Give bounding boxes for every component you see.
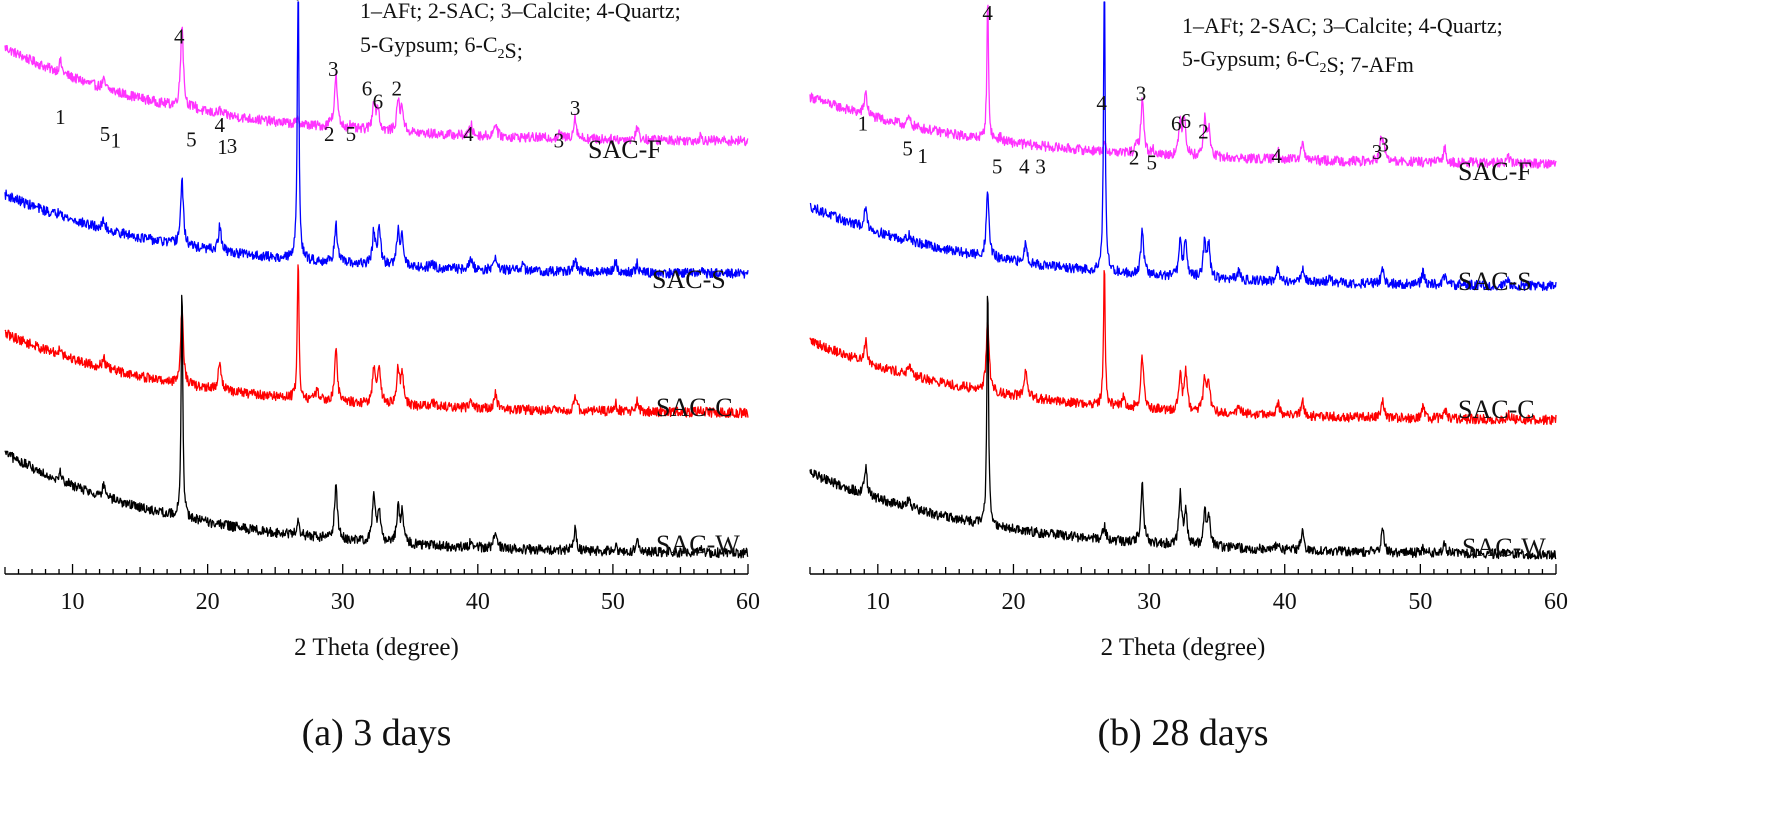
x-tick-label: 30 (331, 589, 355, 615)
peak-label: 3 (1035, 155, 1046, 179)
peak-label: 3 (227, 134, 238, 158)
x-axis-title: 2 Theta (degree) (294, 634, 459, 661)
series-label-sac-c: SAC-C (656, 393, 733, 422)
series-label-sac-f: SAC-F (1458, 157, 1532, 186)
peak-label: 4 (1096, 91, 1107, 115)
peak-label: 3 (554, 129, 565, 153)
peak-label: 3 (328, 57, 339, 81)
series-label-sac-w: SAC-W (1462, 533, 1546, 562)
peak-label: 5 (186, 127, 197, 151)
peak-label: 4 (174, 25, 185, 49)
x-tick-label: 60 (1544, 589, 1568, 615)
series-line-sac-f (809, 4, 1557, 169)
peak-label: 2 (392, 77, 403, 101)
series-line-sac-s (809, 1, 1557, 292)
x-tick-label: 50 (1408, 589, 1432, 615)
x-tick-label: 30 (1137, 589, 1161, 615)
peak-label: 1 (111, 129, 122, 153)
peak-label: 4 (290, 0, 301, 6)
chart-panel-1: SAC-FSAC-SSAC-CSAC-W15145413423566243310… (4, 0, 760, 754)
x-tick-label: 10 (866, 589, 890, 615)
peak-label: 6 (373, 90, 384, 114)
peak-label: 1 (858, 112, 869, 136)
peak-label: 5 (992, 155, 1003, 179)
peak-label: 4 (982, 1, 993, 25)
series-label-sac-w: SAC-W (656, 530, 740, 559)
x-tick-label: 20 (196, 589, 220, 615)
x-tick-label: 40 (1273, 589, 1297, 615)
peak-label: 6 (362, 77, 373, 101)
panel-caption: (a) 3 days (302, 712, 452, 754)
peak-label: 1 (217, 135, 228, 159)
peak-label: 6 (1180, 109, 1191, 133)
peak-label: 5 (1147, 151, 1158, 175)
panel-caption: (b) 28 days (1098, 712, 1269, 754)
peak-label: 1 (917, 144, 928, 168)
peak-label: 3 (570, 96, 581, 120)
x-tick-label: 50 (601, 589, 625, 615)
series-line-sac-c (809, 269, 1557, 426)
peak-label: 6 (1171, 112, 1182, 136)
series-line-sac-s (4, 1, 749, 279)
x-tick-label: 60 (736, 589, 760, 615)
x-axis-title: 2 Theta (degree) (1101, 634, 1266, 661)
peak-label: 2 (1198, 119, 1209, 143)
peak-label: 5 (902, 136, 913, 160)
phase-legend-line: 5-Gypsum; 6-C2S; (360, 32, 523, 63)
series-label-sac-c: SAC-C (1458, 395, 1535, 424)
peak-label: 5 (100, 122, 111, 146)
series-line-sac-w (809, 295, 1557, 560)
series-line-sac-w (4, 294, 749, 559)
peak-label: 4 (463, 122, 474, 146)
series-label-sac-s: SAC-S (1458, 267, 1532, 296)
series-line-sac-c (4, 264, 749, 419)
x-tick-label: 10 (61, 589, 85, 615)
peak-label: 2 (1129, 145, 1140, 169)
peak-label: 1 (55, 105, 66, 129)
series-line-sac-f (4, 26, 749, 147)
phase-legend-line: 1–AFt; 2-SAC; 3–Calcite; 4-Quartz; (1182, 13, 1503, 38)
peak-label: 3 (1378, 132, 1389, 156)
peak-label: 4 (215, 113, 226, 137)
peak-label: 4 (1271, 144, 1282, 168)
x-tick-label: 20 (1001, 589, 1025, 615)
peak-label: 4 (1019, 155, 1030, 179)
phase-legend-line: 1–AFt; 2-SAC; 3–Calcite; 4-Quartz; (360, 0, 681, 23)
peak-label: 2 (324, 122, 335, 146)
series-label-sac-s: SAC-S (652, 265, 726, 294)
series-label-sac-f: SAC-F (588, 135, 662, 164)
peak-label: 5 (346, 122, 357, 146)
peak-label: 3 (1136, 82, 1147, 106)
peak-label: 3 (1372, 140, 1383, 164)
x-tick-label: 40 (466, 589, 490, 615)
phase-legend-line: 5-Gypsum; 6-C2S; 7-AFm (1182, 46, 1414, 77)
